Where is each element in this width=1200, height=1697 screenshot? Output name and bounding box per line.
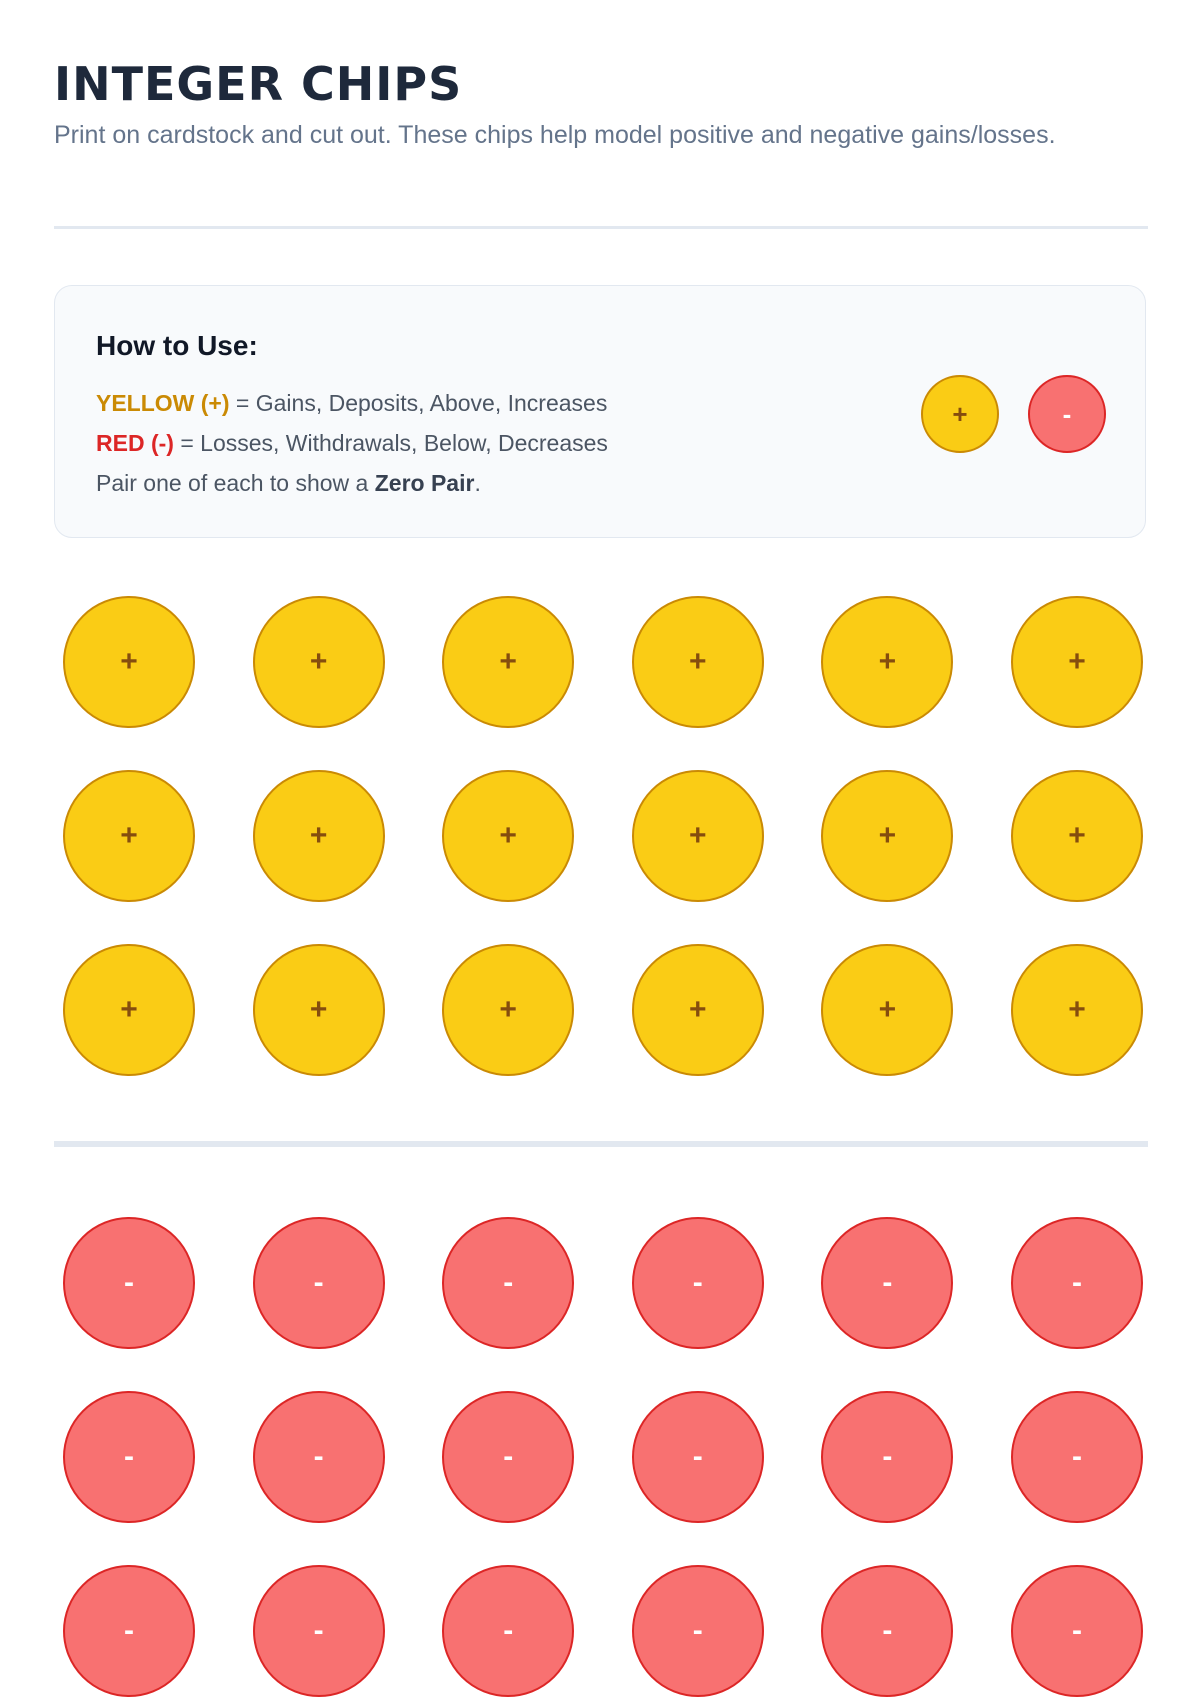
negative-chip: - bbox=[442, 1565, 575, 1697]
how-to-use-heading: How to Use: bbox=[96, 330, 258, 361]
negative-chip: - bbox=[442, 1391, 575, 1523]
legend-line-zero-pair: Pair one of each to show a Zero Pair. bbox=[96, 468, 481, 498]
positive-chip: + bbox=[63, 596, 195, 728]
positive-chip: + bbox=[252, 770, 385, 902]
positive-chip: + bbox=[252, 944, 385, 1076]
zero-pair-prefix: Pair one of each to show a bbox=[96, 470, 375, 496]
positive-chip: + bbox=[63, 944, 195, 1076]
positive-chip: + bbox=[631, 770, 764, 902]
negative-chip: - bbox=[63, 1391, 195, 1523]
positive-chip: + bbox=[821, 770, 954, 902]
negative-chip: - bbox=[63, 1565, 195, 1697]
negative-chip: - bbox=[1011, 1217, 1143, 1349]
page-subtitle: Print on cardstock and cut out. These ch… bbox=[54, 121, 1056, 149]
negative-chip: - bbox=[1011, 1565, 1143, 1697]
positive-chip: + bbox=[1011, 770, 1143, 902]
negative-chip: - bbox=[821, 1565, 954, 1697]
positive-chip: + bbox=[1011, 596, 1143, 728]
negative-chip: - bbox=[821, 1391, 954, 1523]
negative-chip: - bbox=[63, 1217, 195, 1349]
positive-chip: + bbox=[631, 596, 764, 728]
red-key-label: RED (-) bbox=[96, 430, 174, 456]
header-divider bbox=[54, 226, 1148, 229]
yellow-key-label: YELLOW (+) bbox=[96, 390, 230, 416]
negative-chip: - bbox=[631, 1217, 764, 1349]
positive-chip: + bbox=[63, 770, 195, 902]
positive-chip: + bbox=[821, 944, 954, 1076]
positive-chip: + bbox=[821, 596, 954, 728]
section-divider bbox=[54, 1141, 1148, 1147]
zero-pair-suffix: . bbox=[474, 470, 481, 496]
negative-chip: - bbox=[252, 1391, 385, 1523]
positive-chip: + bbox=[252, 596, 385, 728]
negative-chip: - bbox=[821, 1217, 954, 1349]
negative-chip: - bbox=[252, 1217, 385, 1349]
positive-chip: + bbox=[442, 770, 575, 902]
positive-chip: + bbox=[631, 944, 764, 1076]
negative-chip: - bbox=[442, 1217, 575, 1349]
how-to-use-box: How to Use: YELLOW (+) = Gains, Deposits… bbox=[54, 285, 1146, 538]
yellow-key-meaning: = Gains, Deposits, Above, Increases bbox=[229, 390, 608, 416]
negative-chip: - bbox=[631, 1565, 764, 1697]
negative-chip: - bbox=[631, 1391, 764, 1523]
positive-chip: + bbox=[1011, 944, 1143, 1076]
red-key-meaning: = Losses, Withdrawals, Below, Decreases bbox=[173, 430, 608, 456]
negative-chip: - bbox=[252, 1565, 385, 1697]
positive-chip: + bbox=[442, 596, 575, 728]
zero-pair-emphasis: Zero Pair bbox=[374, 470, 475, 496]
negative-chip: - bbox=[1011, 1391, 1143, 1523]
positive-chip: + bbox=[442, 944, 575, 1076]
legend-negative-chip: - bbox=[1028, 375, 1106, 453]
legend-line-yellow: YELLOW (+) = Gains, Deposits, Above, Inc… bbox=[96, 388, 607, 418]
page-title: INTEGER CHIPS bbox=[54, 57, 463, 111]
legend-line-red: RED (-) = Losses, Withdrawals, Below, De… bbox=[96, 428, 608, 458]
legend-positive-chip: + bbox=[921, 375, 999, 453]
